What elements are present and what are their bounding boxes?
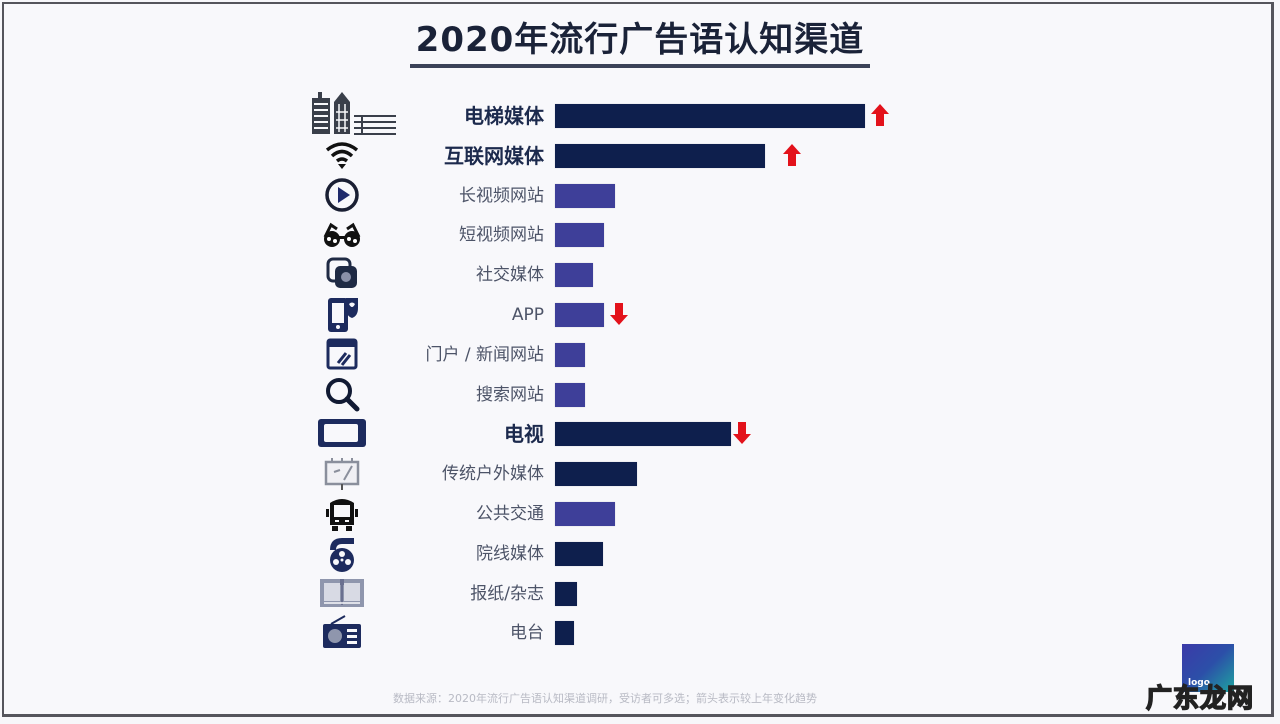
chart-row: 长视频网站 bbox=[0, 177, 1280, 212]
chart-row: 电台 bbox=[0, 615, 1280, 649]
category-label: 电梯媒体 bbox=[464, 104, 544, 128]
billboard-icon bbox=[312, 455, 372, 491]
chart-row: 院线媒体 bbox=[0, 537, 1280, 572]
bar bbox=[555, 462, 637, 487]
chart-row: 社交媒体 bbox=[0, 257, 1280, 289]
bar bbox=[555, 303, 604, 327]
chart-row: 短视频网站 bbox=[0, 221, 1280, 249]
footnote: 数据来源：2020年流行广告语认知渠道调研，受访者可多选；箭头表示较上年变化趋势 bbox=[393, 692, 817, 705]
bar bbox=[555, 541, 603, 566]
chart-row: 报纸/杂志 bbox=[0, 578, 1280, 608]
chart-row: APP bbox=[0, 298, 1280, 332]
bar bbox=[555, 263, 593, 288]
chart-row: 互联网媒体 bbox=[0, 142, 1280, 170]
bar bbox=[555, 581, 577, 606]
bar bbox=[555, 143, 765, 168]
bar bbox=[555, 422, 731, 447]
bar bbox=[555, 223, 604, 248]
wifi-icon bbox=[312, 137, 372, 173]
trend-up-arrow-icon bbox=[783, 143, 801, 166]
chart-row: 电梯媒体 bbox=[0, 92, 1280, 135]
chart-title-text: 2020年流行广告语认知渠道 bbox=[409, 18, 871, 68]
logo-text: logo bbox=[1188, 678, 1210, 688]
category-label: 门户 / 新闻网站 bbox=[425, 344, 544, 365]
social-icon bbox=[312, 256, 372, 292]
category-label: 社交媒体 bbox=[476, 265, 544, 286]
category-label: 传统户外媒体 bbox=[442, 464, 544, 485]
category-label: 院线媒体 bbox=[476, 543, 544, 564]
tv-icon bbox=[312, 415, 372, 451]
category-label: APP bbox=[511, 305, 544, 325]
category-label: 报纸/杂志 bbox=[470, 583, 544, 604]
buildings-icon bbox=[308, 90, 402, 136]
category-label: 电视 bbox=[504, 422, 544, 447]
bus-icon bbox=[312, 495, 372, 531]
chart-row: 门户 / 新闻网站 bbox=[0, 338, 1280, 370]
chart-row: 电视 bbox=[0, 419, 1280, 448]
category-label: 长视频网站 bbox=[459, 185, 544, 206]
play-icon bbox=[312, 177, 372, 213]
chart-row: 搜索网站 bbox=[0, 377, 1280, 412]
glasses-icon bbox=[312, 216, 372, 252]
category-label: 电台 bbox=[510, 623, 544, 644]
bar bbox=[555, 104, 865, 128]
bar bbox=[555, 342, 585, 367]
category-label: 搜索网站 bbox=[476, 384, 544, 405]
chart-row: 传统户外媒体 bbox=[0, 458, 1280, 491]
film-reel-icon bbox=[312, 535, 372, 572]
watermark: 广东龙网 bbox=[1145, 683, 1255, 715]
bar bbox=[555, 621, 574, 646]
search-icon bbox=[312, 376, 372, 412]
brand-logo: logo bbox=[1182, 644, 1234, 692]
category-label: 公共交通 bbox=[476, 504, 544, 524]
newspaper-icon bbox=[312, 575, 372, 611]
trend-down-arrow-icon bbox=[610, 303, 628, 325]
bar bbox=[555, 382, 585, 407]
bar bbox=[555, 183, 615, 208]
browser-icon bbox=[312, 336, 372, 372]
trend-up-arrow-icon bbox=[871, 104, 889, 126]
chart-row: 公共交通 bbox=[0, 499, 1280, 531]
category-label: 短视频网站 bbox=[459, 225, 544, 246]
chart-title: 2020年流行广告语认知渠道 bbox=[0, 18, 1280, 68]
category-label: 互联网媒体 bbox=[444, 143, 544, 168]
radio-icon bbox=[312, 614, 372, 650]
trend-down-arrow-icon bbox=[733, 422, 751, 445]
bar bbox=[555, 502, 615, 526]
phone-app-icon bbox=[312, 296, 372, 332]
